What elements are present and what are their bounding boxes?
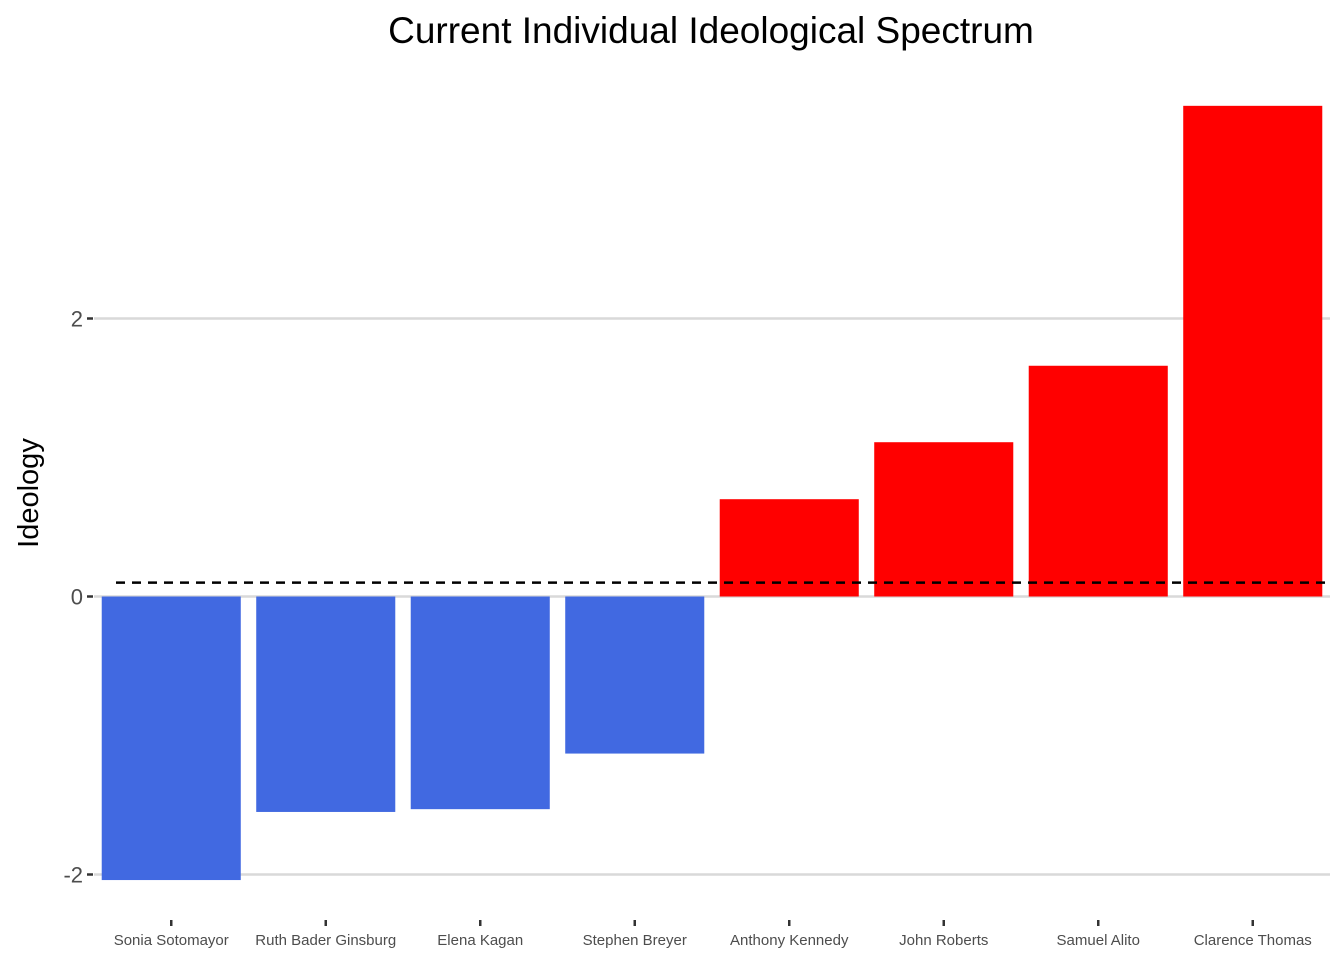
bar <box>1028 365 1168 597</box>
bar <box>874 442 1014 597</box>
bar <box>1183 105 1323 597</box>
x-tick-label: John Roberts <box>899 932 988 949</box>
bar <box>410 596 550 810</box>
bars <box>101 105 1323 881</box>
bar <box>101 596 241 881</box>
y-axis: -2 0 2 <box>63 307 93 888</box>
bar <box>565 596 705 754</box>
y-axis-label: Ideology <box>13 438 45 548</box>
x-tick-label: Clarence Thomas <box>1194 932 1312 949</box>
y-tick-label: -2 <box>63 863 83 888</box>
x-tick-label: Elena Kagan <box>437 932 523 949</box>
bar <box>256 596 396 812</box>
bar <box>719 499 859 597</box>
x-axis: Sonia Sotomayor Ruth Bader Ginsburg Elena … <box>114 920 1312 949</box>
x-tick-label: Sonia Sotomayor <box>114 932 229 949</box>
chart-title: Current Individual Ideological Spectrum <box>388 10 1034 51</box>
x-tick-label: Stephen Breyer <box>583 932 687 949</box>
x-tick-label: Samuel Alito <box>1057 932 1140 949</box>
x-tick-label: Anthony Kennedy <box>730 932 849 949</box>
x-tick-label: Ruth Bader Ginsburg <box>255 932 396 949</box>
y-tick-label: 2 <box>71 307 83 332</box>
y-tick-label: 0 <box>71 585 83 610</box>
